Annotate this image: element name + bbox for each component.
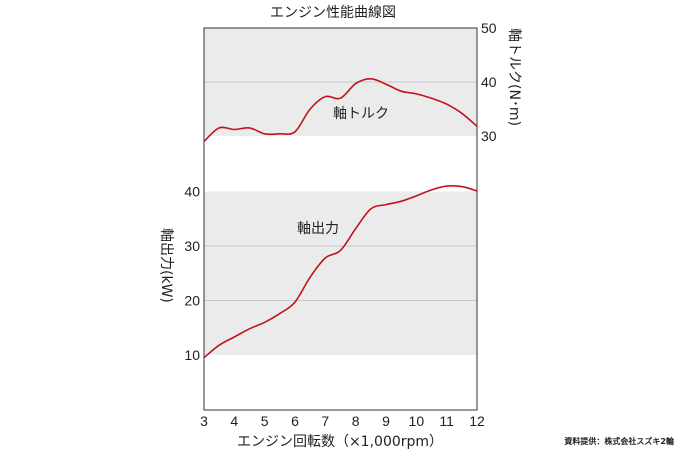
x-tick-label: 5 (261, 413, 269, 429)
shaded-bands (204, 28, 477, 355)
power-tick-label: 30 (184, 238, 200, 254)
power-band (204, 191, 477, 355)
power-tick-label: 40 (184, 184, 200, 200)
plot-frame (203, 27, 478, 411)
torque-tick-label: 50 (481, 20, 497, 36)
curves (203, 77, 478, 359)
tick-labels: 3 4 5 6 7 8 9 10 11 12 30 40 50 10 20 30 40 (184, 20, 496, 429)
chart-title: エンジン性能曲線図 (270, 5, 396, 21)
x-axis-label: エンジン回転数（×1,000rpm） (237, 434, 443, 450)
x-tick-label: 7 (321, 413, 329, 429)
x-tick-label: 6 (291, 413, 299, 429)
x-tick-label: 12 (469, 413, 485, 429)
power-curve (203, 184, 478, 359)
power-axis-label: 軸出力(kW) (158, 228, 174, 303)
x-tick-label: 9 (382, 413, 390, 429)
x-tick-label: 8 (352, 413, 360, 429)
power-tick-label: 10 (184, 347, 200, 363)
torque-axis-label: 軸トルク(N･m) (506, 28, 522, 126)
torque-tick-label: 30 (481, 128, 497, 144)
gridlines (204, 81, 477, 301)
plot-border (203, 27, 478, 411)
torque-tick-label: 40 (481, 74, 497, 90)
power-tick-label: 20 (184, 293, 200, 309)
x-tick-label: 3 (200, 413, 208, 429)
source-credit: 資料提供：株式会社スズキ2輪 (564, 436, 675, 446)
x-tick-label: 4 (230, 413, 238, 429)
x-tick-label: 10 (409, 413, 425, 429)
x-tick-label: 11 (439, 413, 454, 429)
torque-curve (203, 77, 478, 143)
torque-series-label: 軸トルク (333, 106, 389, 122)
power-series-label: 軸出力 (297, 221, 339, 237)
